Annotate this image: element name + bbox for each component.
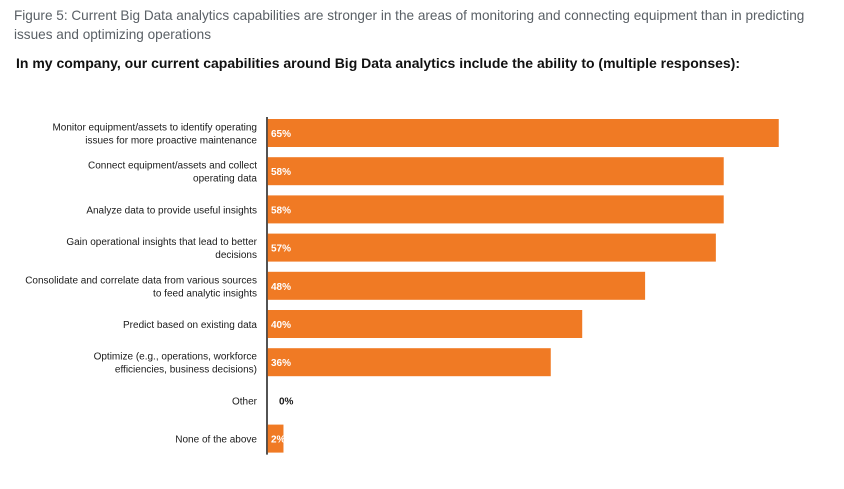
bar [267,195,724,224]
bar [267,119,779,147]
category-label: Predict based on existing data [123,320,257,331]
category-label: Other [232,396,258,407]
bar [267,233,716,262]
data-label: 48% [271,282,291,293]
chart-title: In my company, our current capabilities … [16,55,741,71]
data-label: 40% [271,320,291,331]
data-label: 57% [271,244,291,255]
bar [267,157,724,186]
category-label: Consolidate and correlate data from vari… [25,275,257,299]
figure-title: Figure 5: Current Big Data analytics cap… [14,7,805,42]
data-label: 65% [271,129,291,140]
data-label: 58% [271,205,291,216]
bar [267,310,583,338]
category-label: None of the above [175,435,257,446]
bar [267,424,284,453]
data-label: 0% [279,396,294,407]
data-label: 36% [271,358,291,369]
category-label: Optimize (e.g., operations, workforce eff… [94,352,258,376]
data-label: 58% [271,167,291,178]
category-label: Connect equipment/assets and collect oper… [88,161,257,185]
data-label: 2% [271,435,286,446]
bar [267,271,646,300]
category-label: Gain operational insights that lead to b… [66,237,257,261]
category-label: Monitor equipment/assets to identify ope… [52,123,257,147]
bar [267,348,551,377]
category-label: Analyze data to provide useful insights [86,205,257,216]
